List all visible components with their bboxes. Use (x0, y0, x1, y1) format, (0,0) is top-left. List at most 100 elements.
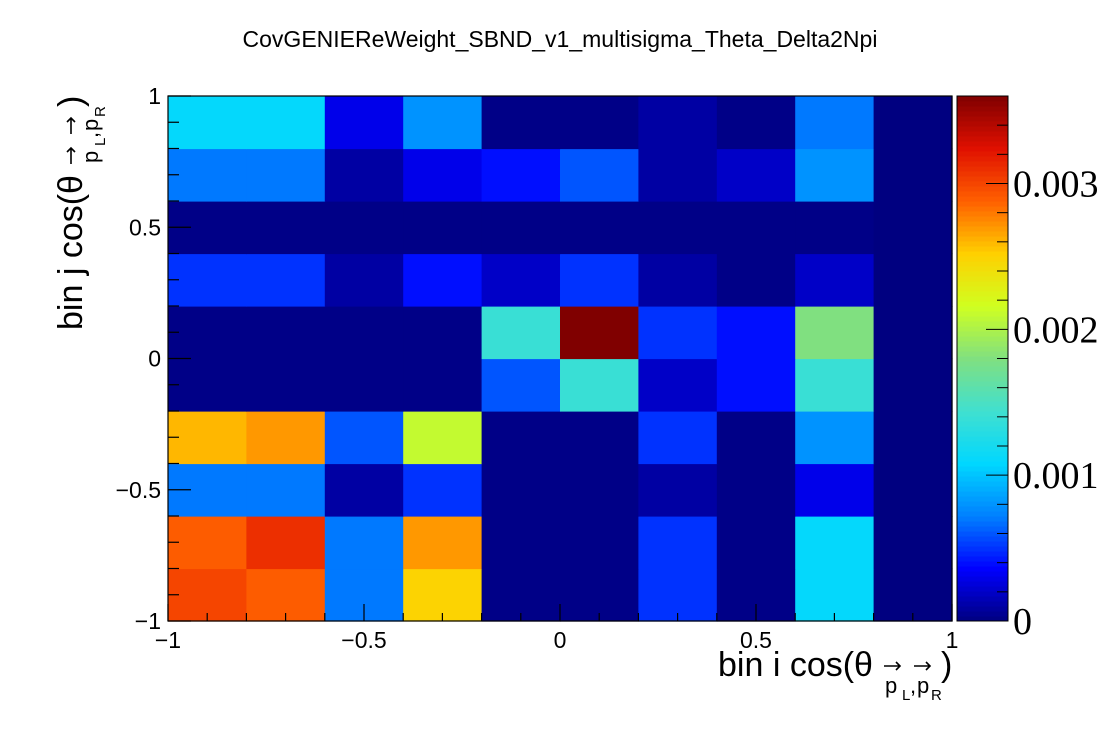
heatmap-cell (795, 253, 875, 307)
color-scale-band (957, 406, 1008, 412)
heatmap-cell (638, 148, 718, 202)
color-scale-band (957, 101, 1008, 107)
heatmap-cell (716, 201, 796, 255)
heatmap-cell (560, 411, 639, 465)
color-scale-band (957, 481, 1008, 487)
color-scale-band (957, 401, 1008, 407)
color-scale-band (957, 246, 1008, 252)
heatmap-cell (481, 253, 561, 307)
color-scale-band (957, 321, 1008, 327)
color-scale-band (957, 356, 1008, 362)
color-scale-band (957, 536, 1008, 542)
chart-title: CovGENIEReWeight_SBND_v1_multisigma_Thet… (243, 26, 878, 52)
color-scale-band (957, 136, 1008, 142)
color-scale-band (957, 121, 1008, 127)
color-scale-band (957, 221, 1008, 227)
y-axis-title-comma: , (78, 132, 103, 138)
color-scale-band (957, 601, 1008, 607)
color-scale-band (957, 291, 1008, 297)
color-scale-band (957, 241, 1008, 247)
heatmap-cell (638, 568, 718, 622)
x-axis-title-vec1: p (885, 673, 897, 698)
y-axis-title-vec1: p (78, 151, 103, 163)
heatmap-cell (403, 568, 483, 622)
heatmap-cell (638, 201, 718, 255)
heatmap-cell (716, 516, 796, 570)
color-scale-band (957, 421, 1008, 427)
color-scale-band (957, 281, 1008, 287)
color-scale-band (957, 216, 1008, 222)
heatmap-cell (324, 148, 404, 202)
x-axis-title-vec2: p (917, 673, 929, 698)
heatmap-cell (403, 201, 483, 255)
color-scale-band (957, 386, 1008, 392)
heatmap-cell (246, 463, 326, 517)
heatmap-cell (795, 306, 875, 360)
x-axis-title-comma: , (910, 673, 916, 698)
color-scale-band (957, 361, 1008, 367)
color-scale-band (957, 201, 1008, 207)
heatmap-cell (716, 463, 796, 517)
color-scale-band (957, 596, 1008, 602)
heatmap-cell (403, 463, 483, 517)
color-scale-band (957, 236, 1008, 242)
heatmap-cell (168, 96, 247, 150)
heatmap-cell (481, 306, 561, 360)
svg-text:p: p (917, 673, 929, 698)
x-axis-title-vec2-index: R (931, 687, 942, 704)
heatmap-cell (168, 148, 247, 202)
color-scale-band (957, 336, 1008, 342)
y-axis-title-close: ) (52, 96, 90, 107)
heatmap-cell (795, 201, 875, 255)
x-tick-label: 1 (946, 627, 959, 653)
heatmap-cell (873, 306, 953, 360)
color-scale-band (957, 161, 1008, 167)
color-scale-band (957, 271, 1008, 277)
color-scale-band (957, 491, 1008, 497)
heatmap-cell (873, 96, 953, 150)
x-axis-vector-arrow-2 (914, 661, 932, 671)
heatmap-cell (324, 411, 404, 465)
heatmap-cell (873, 568, 953, 622)
heatmap-cell (246, 96, 326, 150)
x-tick-label: −1 (155, 627, 181, 653)
svg-text:p: p (78, 151, 103, 163)
x-axis: −1 −0.5 0 0.5 1 (155, 604, 959, 653)
heatmap-cell (873, 253, 953, 307)
color-scale-band (957, 156, 1008, 162)
heatmap-cell (324, 201, 404, 255)
heatmap-cell (324, 516, 404, 570)
y-tick-label: 0 (148, 346, 161, 372)
color-scale-band (957, 466, 1008, 472)
heatmap-cell (873, 516, 953, 570)
y-axis-vector-arrow-1 (66, 146, 76, 164)
heatmap-cell (246, 568, 326, 622)
color-scale-band (957, 416, 1008, 422)
heatmap-cell (246, 306, 326, 360)
svg-text:bin j cos(θ: bin j cos(θ (52, 175, 90, 330)
color-scale-band (957, 521, 1008, 527)
color-scale-band (957, 446, 1008, 452)
color-scale-band (957, 591, 1008, 597)
heatmap-cell (716, 306, 796, 360)
heatmap-cell (403, 306, 483, 360)
heatmap-cell (638, 463, 718, 517)
color-scale-band (957, 516, 1008, 522)
heatmap-cell (560, 148, 639, 202)
color-scale-band (957, 151, 1008, 157)
heatmap-cell (403, 253, 483, 307)
heatmap-cell (168, 306, 247, 360)
y-axis-title-vec2: p (78, 119, 103, 131)
color-scale-band (957, 171, 1008, 177)
x-tick-label: −0.5 (341, 627, 386, 653)
heatmap-cell (873, 148, 953, 202)
x-axis-title-close: ) (941, 646, 952, 684)
color-scale-band (957, 326, 1008, 332)
heatmap-cell (795, 96, 875, 150)
svg-text:): ) (52, 96, 90, 107)
color-scale-band (957, 471, 1008, 477)
color-scale-band (957, 501, 1008, 507)
heatmap-cell (246, 148, 326, 202)
heatmap-cell (638, 253, 718, 307)
heatmap-cell (716, 411, 796, 465)
